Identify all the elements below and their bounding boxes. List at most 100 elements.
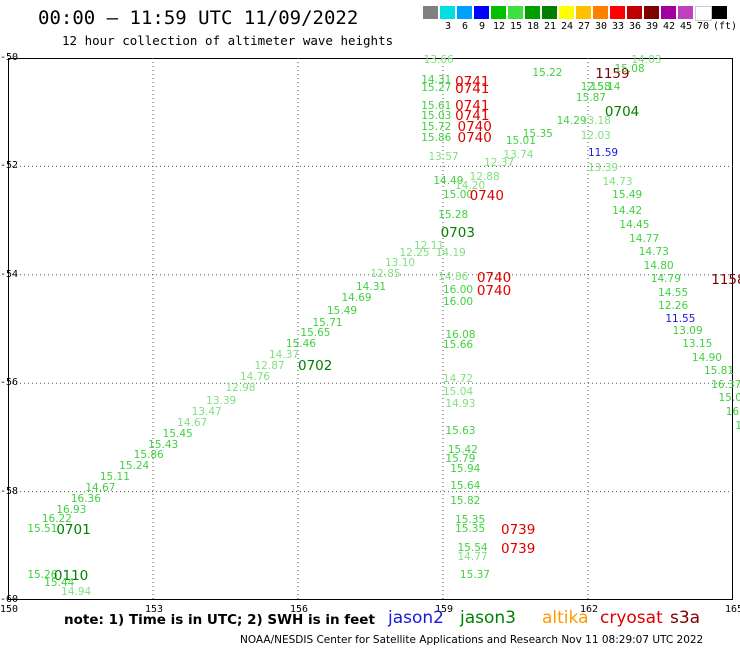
pass-time-label: 0740 — [476, 283, 512, 300]
legend-tick-label: 15 — [509, 21, 523, 32]
pass-time-label: 0741 — [455, 107, 490, 124]
pass-time-label: 0703 — [440, 224, 475, 241]
legend-swatch — [474, 6, 489, 19]
legend-swatch — [491, 6, 506, 19]
note-text: note: 1) Time is in UTC; 2) SWH is in fe… — [64, 612, 375, 628]
wave-height-label: 14.49 — [433, 174, 464, 187]
legend-tick-label: 18 — [526, 21, 540, 32]
wave-height-label: 13.74 — [503, 148, 534, 161]
wave-height-label: 14.86 — [438, 270, 469, 283]
wave-height-label: 15.86 — [133, 449, 164, 462]
page-subtitle: 12 hour collection of altimeter wave hei… — [62, 33, 394, 48]
wave-height-label: 14.73 — [638, 246, 669, 259]
wave-height-label: 15.14 — [590, 80, 621, 93]
latitude-label: -60 — [0, 594, 19, 605]
wave-height-label: 14.77 — [457, 550, 488, 563]
wave-height-label: 15.79 — [445, 453, 476, 466]
wave-height-label: 15.63 — [445, 424, 476, 437]
legend-swatch — [423, 6, 438, 19]
wave-height-label: 12.98 — [225, 381, 256, 394]
legend-swatch — [712, 6, 727, 19]
legend-swatch — [440, 6, 455, 19]
pass-time-label: 1159 — [595, 66, 630, 83]
footer-credit: NOAA/NESDIS Center for Satellite Applica… — [240, 634, 704, 646]
wave-height-label: 15.35 — [455, 522, 486, 535]
wave-height-label: 14.79 — [650, 273, 681, 286]
legend-swatch — [593, 6, 608, 19]
wave-height-label: 15.01 — [505, 135, 536, 147]
wave-height-label: 15.22 — [532, 67, 563, 80]
pass-time-label: 0740 — [476, 269, 512, 286]
legend-swatch — [678, 6, 693, 19]
legend-tick-label: 42 — [662, 21, 676, 32]
pass-time-label: 0740 — [457, 119, 492, 136]
wave-height-label: 13.57 — [428, 151, 459, 164]
longitude-label: 159 — [435, 604, 454, 615]
legend-tick-label: 39 — [645, 21, 659, 32]
legend-swatch — [695, 6, 712, 21]
wave-height-label: 15.44 — [44, 576, 75, 589]
pass-time-label: 0741 — [455, 74, 490, 91]
wave-height-label: 15.98 — [735, 419, 740, 432]
latitude-label: -54 — [0, 268, 19, 280]
longitude-label: 156 — [290, 604, 309, 615]
wave-height-label: 16.22 — [41, 512, 72, 525]
legend-tick-label: 6 — [461, 21, 469, 32]
wave-height-label: 15.87 — [575, 91, 606, 104]
wave-height-label: 13.66 — [423, 53, 454, 66]
wave-height-label: 15.45 — [162, 427, 193, 440]
latitude-label: -58 — [0, 485, 19, 497]
satellite-altika: altika — [542, 608, 589, 628]
wave-height-label: 14.77 — [629, 232, 660, 245]
legend-tick-label: 70 — [696, 21, 710, 32]
map-frame — [8, 58, 733, 600]
wave-height-label: 14.73 — [602, 175, 633, 188]
wave-height-label: 15.71 — [312, 316, 343, 329]
legend-swatch — [508, 6, 523, 19]
wave-height-label: 15.37 — [459, 568, 490, 581]
wave-height-label: 14.69 — [341, 292, 372, 305]
legend-swatch — [610, 6, 625, 19]
pass-time-label: 0741 — [455, 80, 490, 97]
wave-height-label: 15.08 — [614, 62, 645, 75]
pass-time-label: 0740 — [457, 130, 492, 147]
pass-time-label: 0702 — [298, 357, 333, 374]
wave-height-label: 14.31 — [421, 73, 452, 86]
wave-height-label: 14.80 — [643, 259, 674, 272]
legend-swatch — [457, 6, 472, 19]
wave-height-label: 15.94 — [450, 462, 481, 475]
wave-height-label: 14.55 — [658, 286, 689, 299]
wave-height-label: 16.93 — [56, 503, 87, 516]
wave-height-label: 14.94 — [61, 586, 92, 599]
wave-height-label: 12.88 — [469, 171, 500, 184]
legend-tick-label: 24 — [560, 21, 574, 32]
pass-time-label: 0704 — [604, 104, 640, 121]
wave-height-label: 14.67 — [85, 481, 116, 494]
wave-height-label: 16.87 — [725, 406, 740, 418]
wave-height-label: 15.28 — [438, 209, 469, 222]
wave-height-label: 15.66 — [443, 339, 474, 352]
legend-tick-label: 30 — [594, 21, 608, 32]
wave-height-label: 15.61 — [421, 99, 452, 112]
wave-height-label: 11.59 — [588, 147, 619, 160]
wave-height-label: 15.11 — [99, 471, 130, 484]
wave-height-label: 15.04 — [443, 385, 474, 398]
wave-height-label: 15.51 — [27, 522, 58, 535]
wave-height-label: 12.03 — [580, 129, 611, 142]
wave-height-label: 15.24 — [119, 460, 150, 473]
wave-height-label: 14.90 — [691, 351, 722, 364]
wave-height-label: 15.27 — [421, 81, 452, 94]
wave-height-label: 14.37 — [269, 349, 300, 362]
legend-swatch — [644, 6, 659, 19]
wave-height-label: 15.49 — [327, 304, 358, 317]
satellite-s3a: s3a — [670, 608, 701, 628]
legend-tick-label: 9 — [478, 21, 486, 32]
wave-height-label: 12.37 — [484, 156, 515, 169]
satellite-jason2: jason2 — [388, 608, 444, 628]
wave-height-label: 15.72 — [421, 121, 452, 134]
wave-height-label: 14.76 — [240, 370, 271, 383]
wave-height-label: 13.39 — [206, 395, 237, 408]
legend-tick-label: 45 — [679, 21, 693, 32]
longitude-label: 153 — [145, 604, 164, 615]
wave-height-label: 15.35 — [522, 127, 553, 140]
